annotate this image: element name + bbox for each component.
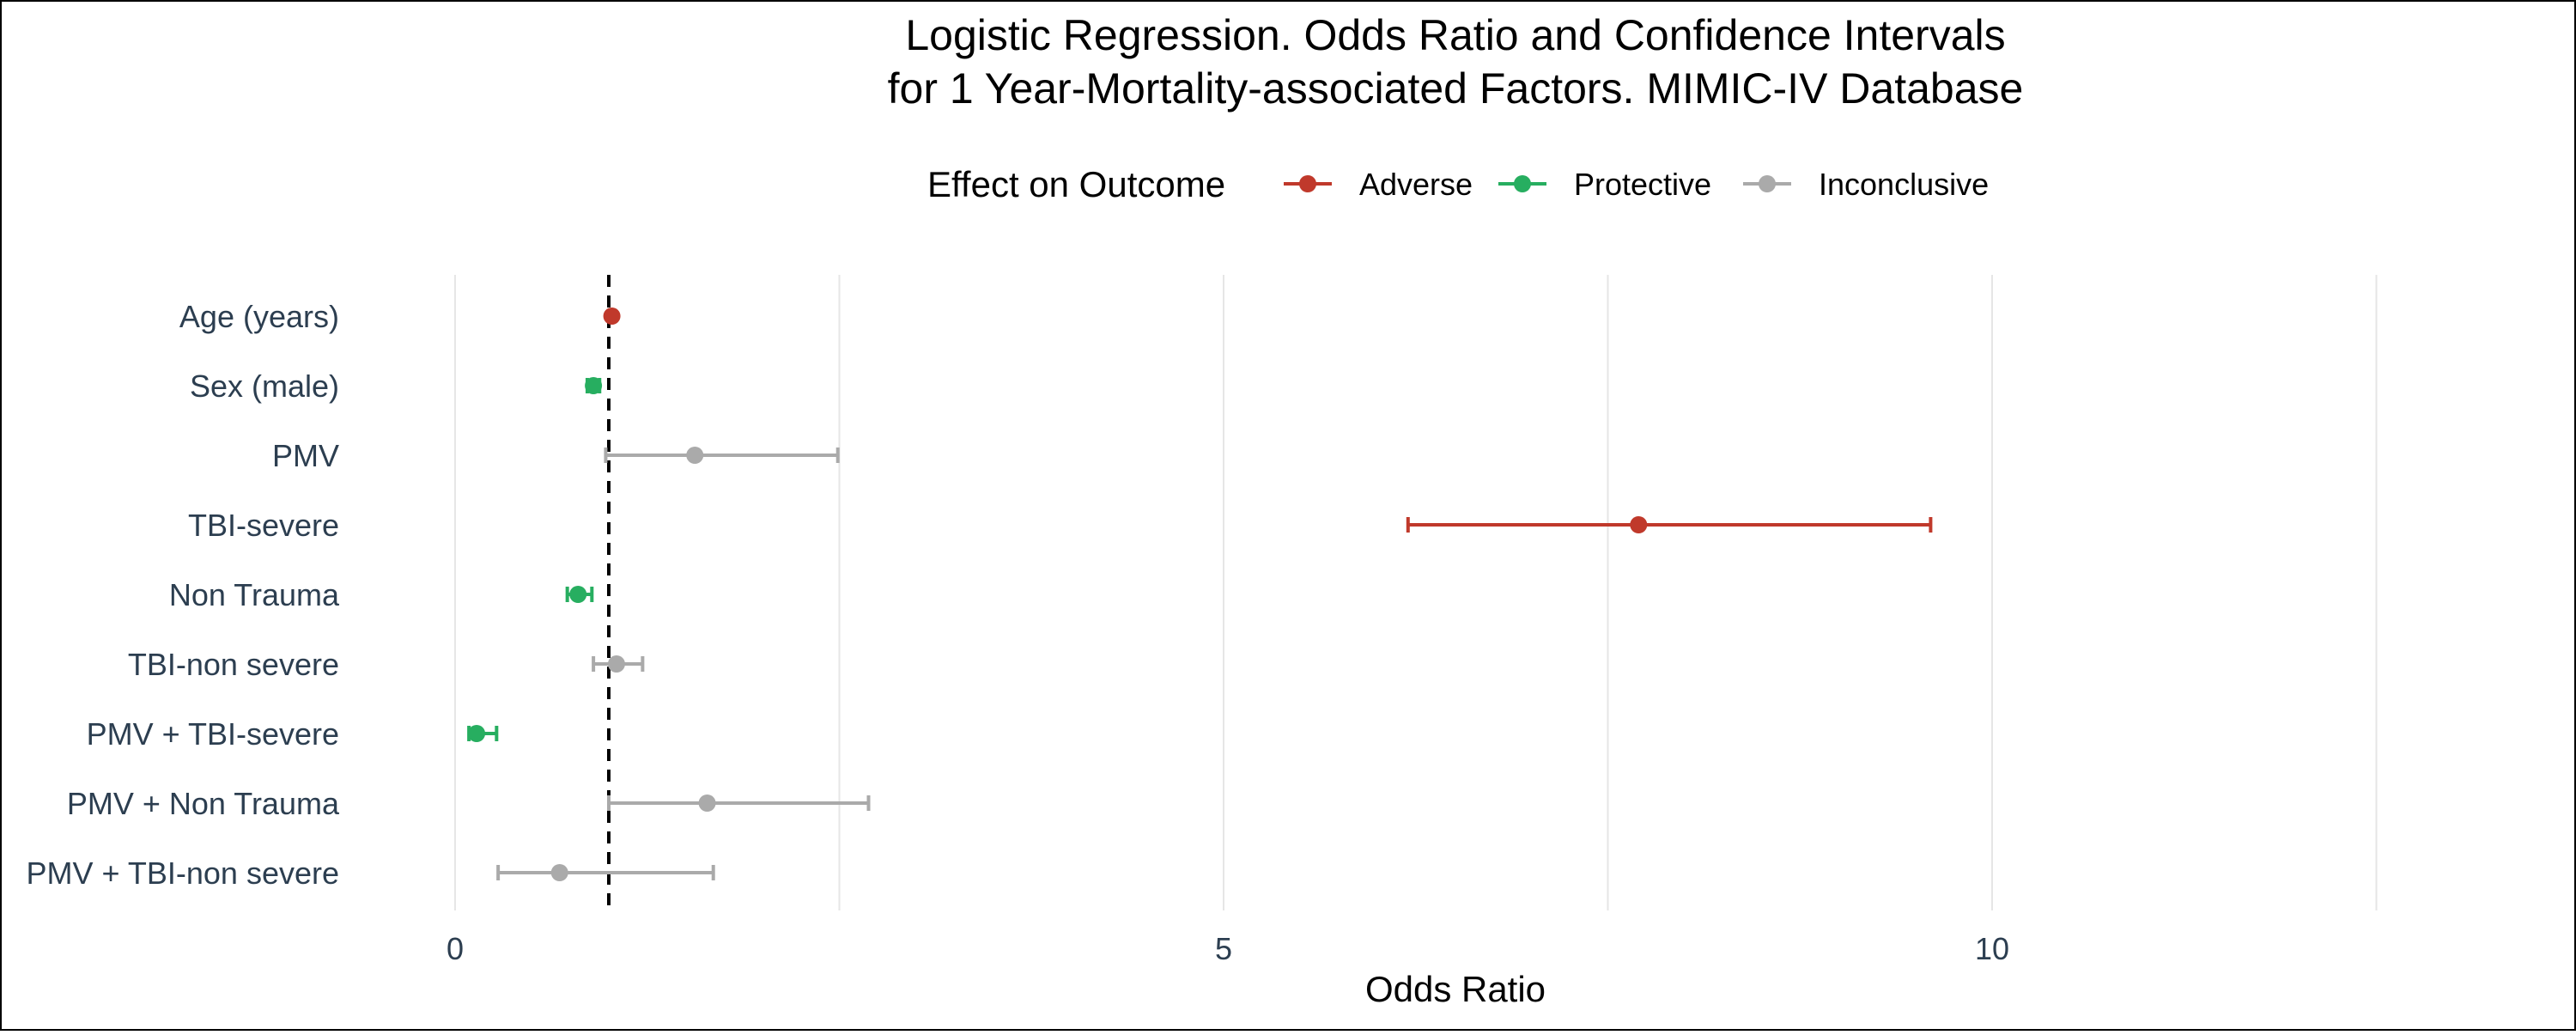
x-tick-label: 10 (1975, 931, 2009, 966)
factor-row (592, 655, 645, 673)
y-axis-labels: Age (years) Sex (male) PMV TBI-severe Non Tr… (27, 299, 340, 891)
y-tick-label: PMV + TBI-non severe (27, 855, 340, 891)
factor-row (607, 795, 871, 812)
legend-key-point (1514, 175, 1531, 192)
legend-label: Inconclusive (1819, 167, 1989, 202)
factor-row (585, 377, 603, 394)
grid (454, 275, 2378, 910)
x-tick-label: 0 (447, 931, 464, 966)
odds-ratio-point (569, 586, 587, 603)
legend-label: Adverse (1359, 167, 1473, 202)
legend-label: Protective (1574, 167, 1711, 202)
x-tick-label: 5 (1215, 931, 1232, 966)
odds-ratio-point (550, 864, 568, 881)
odds-ratio-point (1630, 516, 1648, 533)
y-tick-label: PMV + TBI-severe (87, 716, 339, 752)
factor-row (467, 725, 499, 742)
odds-ratio-point (603, 307, 621, 325)
x-axis-title: Odds Ratio (1365, 969, 1546, 1009)
factor-row (603, 307, 621, 325)
legend-key-point (1759, 175, 1776, 192)
odds-ratio-point (607, 655, 625, 673)
legend-key-point (1299, 175, 1316, 192)
y-tick-label: Non Trauma (169, 577, 340, 612)
y-tick-label: PMV + Non Trauma (67, 786, 340, 821)
y-tick-label: Age (years) (179, 299, 339, 334)
odds-ratio-point (585, 377, 603, 394)
y-tick-label: PMV (272, 438, 339, 473)
data-marks (467, 307, 1933, 881)
chart-title-line-1: Logistic Regression. Odds Ratio and Conf… (905, 11, 2005, 59)
legend-item-inconclusive: Inconclusive (1743, 167, 1989, 202)
x-axis-ticks: 0 5 10 (447, 931, 2009, 966)
chart-title-line-2: for 1 Year-Mortality-associated Factors.… (888, 64, 2024, 113)
y-tick-label: Sex (male) (190, 368, 339, 404)
y-tick-label: TBI-severe (188, 508, 339, 543)
odds-ratio-point (698, 795, 716, 812)
y-tick-label: TBI-non severe (128, 647, 339, 682)
legend-title: Effect on Outcome (927, 164, 1225, 204)
odds-ratio-point (468, 725, 486, 742)
factor-row (496, 864, 715, 881)
factor-row (1406, 516, 1933, 533)
factor-row (604, 447, 840, 464)
legend-item-adverse: Adverse (1284, 167, 1473, 202)
legend-item-protective: Protective (1498, 167, 1711, 202)
legend: Effect on Outcome Adverse Protective Incon… (927, 164, 1989, 204)
odds-ratio-point (686, 447, 704, 464)
factor-row (565, 586, 594, 603)
